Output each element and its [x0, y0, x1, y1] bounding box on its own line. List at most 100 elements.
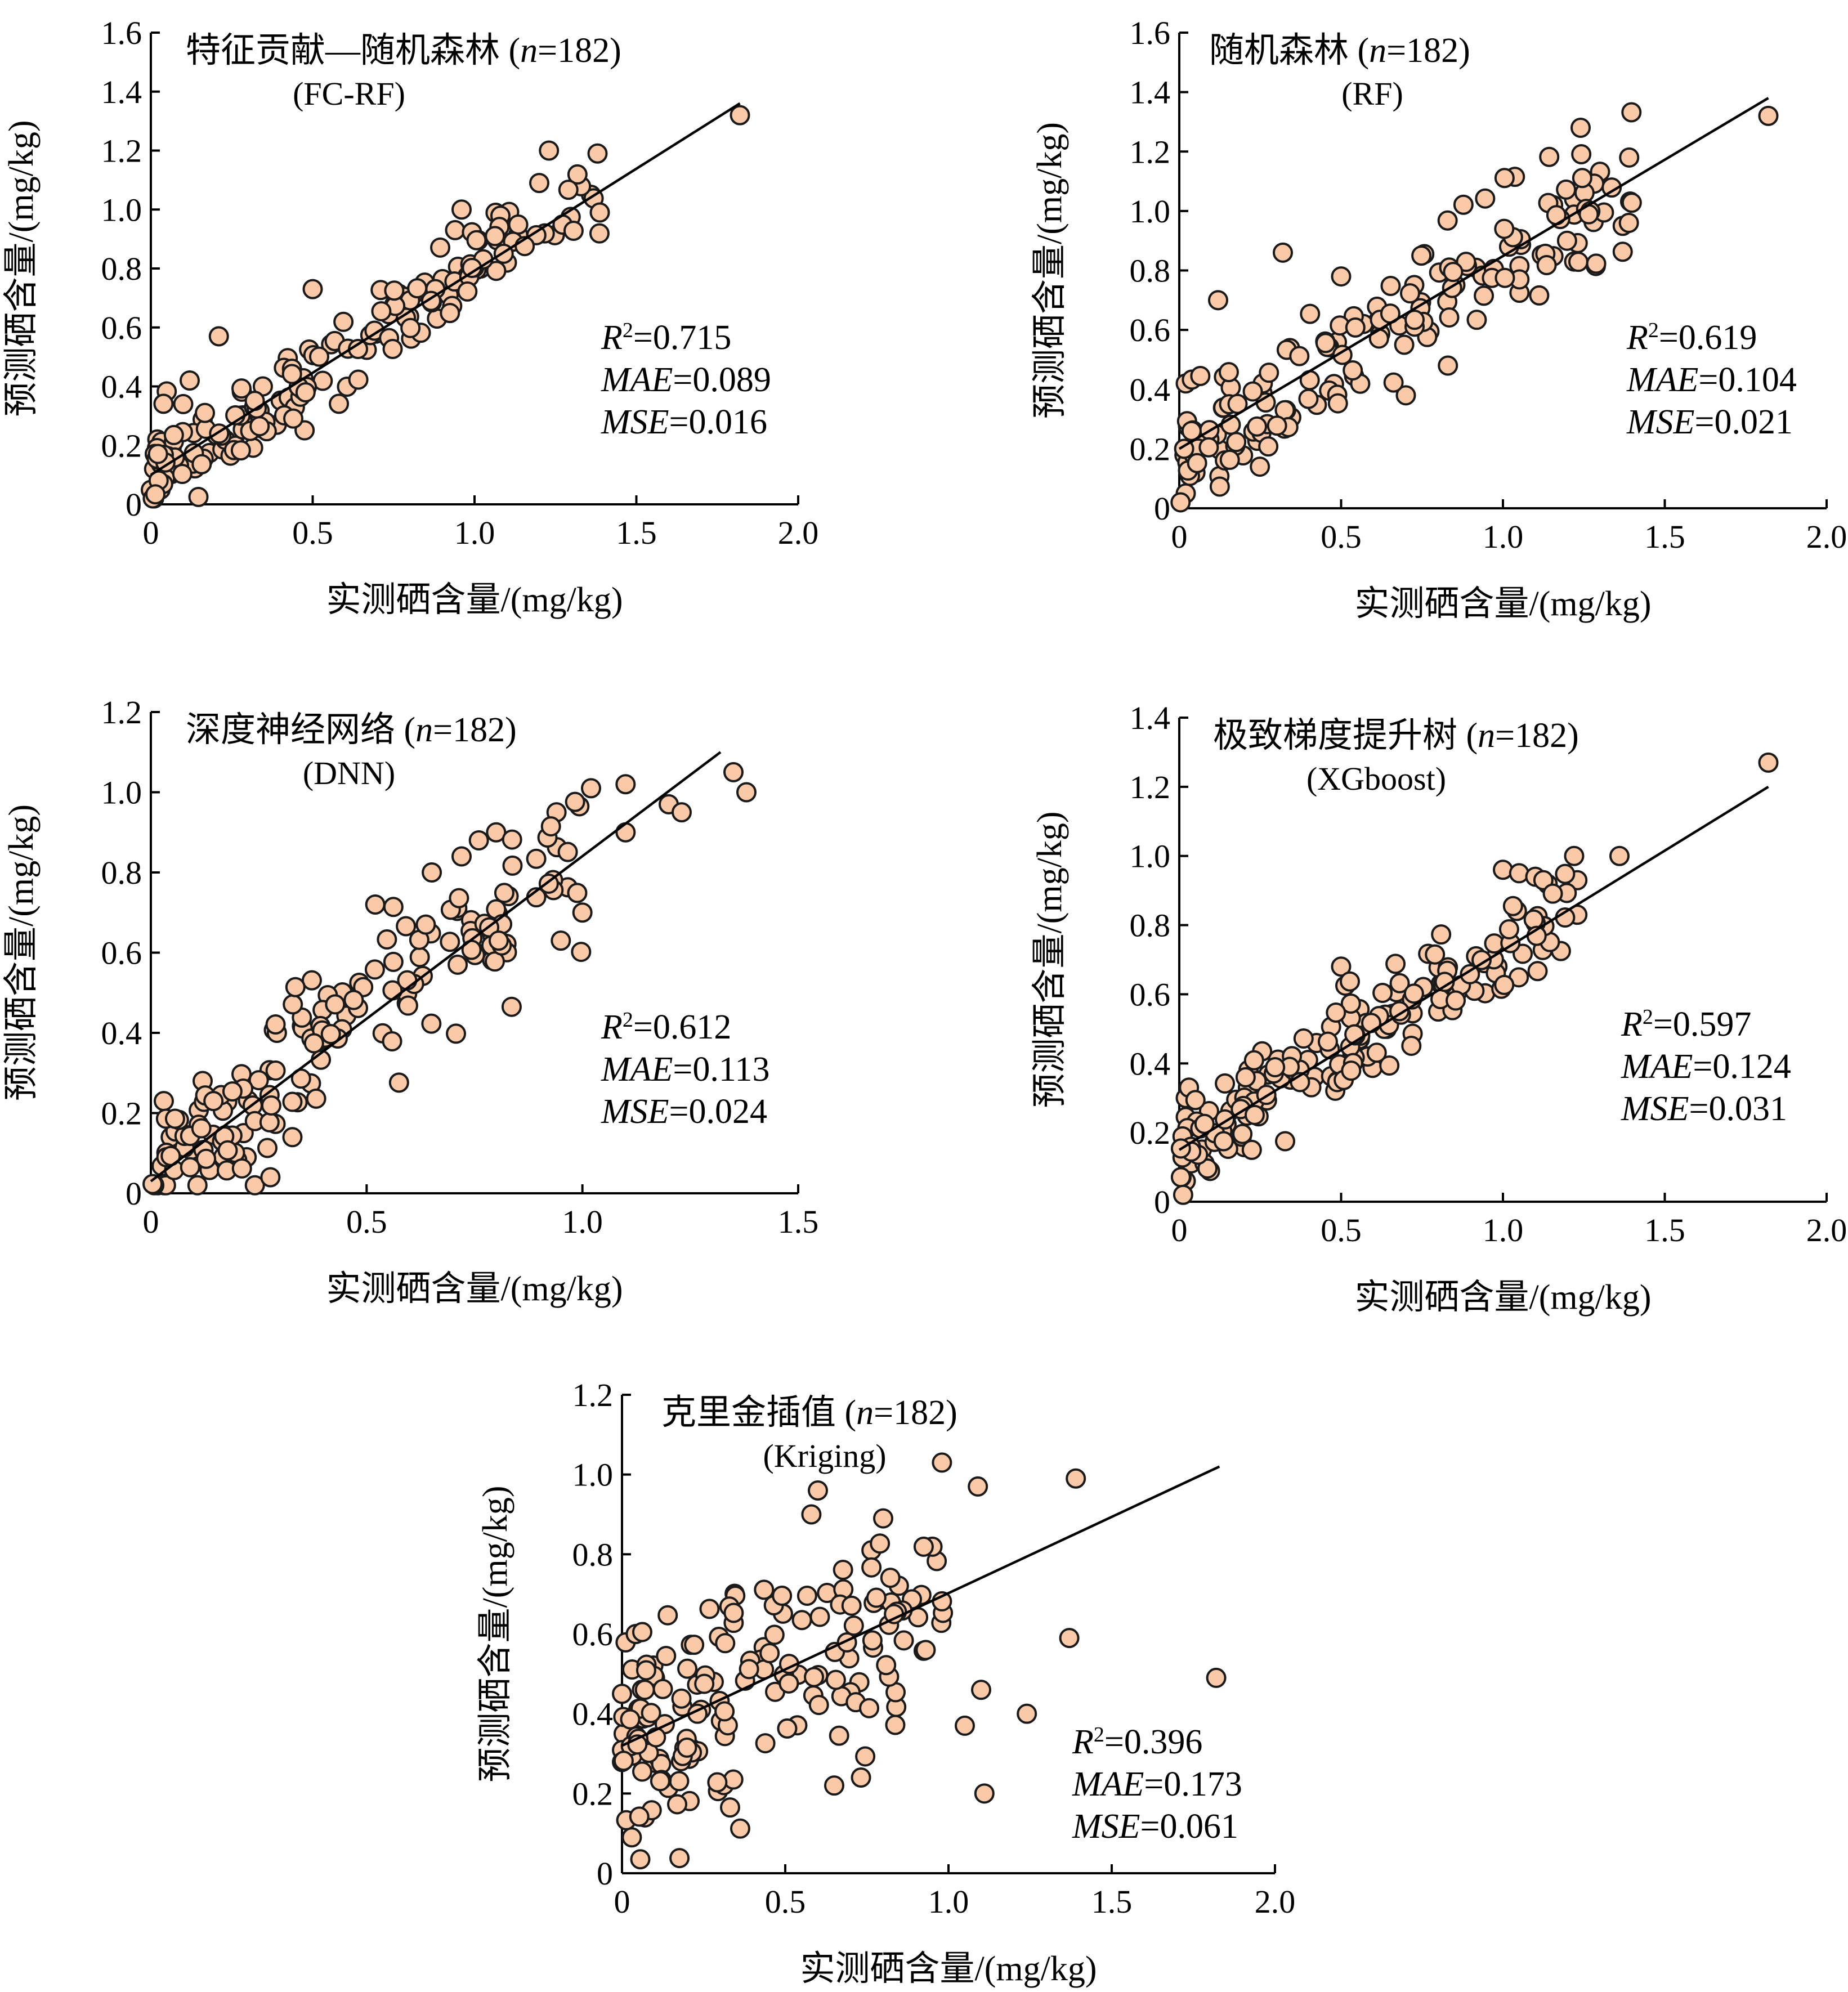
data-point [915, 1640, 936, 1660]
mae-stat: MAE=0.173 [1072, 1765, 1242, 1803]
y-tick-label: 0.2 [101, 1095, 142, 1132]
data-point [971, 1680, 991, 1700]
data-point [382, 1031, 402, 1051]
data-point [1017, 1703, 1037, 1724]
y-tick-label: 0 [597, 1855, 613, 1892]
data-point [164, 1108, 185, 1129]
y-tick-label: 0.4 [572, 1696, 614, 1733]
data-point [557, 841, 578, 862]
data-point [1300, 303, 1321, 324]
data-point [320, 1024, 341, 1045]
chart-panel-1: 0 0.2 0.4 0.6 0.8 1.0 1.2 1.4 1.6 0 0.5 1.0 1.5 2.0 实测… [2, 15, 818, 619]
data-point [371, 301, 392, 321]
data-point [621, 1827, 642, 1848]
y-tick-label: 1.2 [101, 133, 142, 169]
data-point [1361, 1013, 1381, 1033]
data-point [494, 883, 514, 903]
data-point [466, 230, 487, 250]
data-point [755, 1733, 776, 1754]
data-point [1437, 210, 1458, 231]
r2-stat: R2=0.612 [601, 1008, 731, 1046]
data-point [1259, 362, 1279, 383]
data-point [1208, 290, 1228, 311]
y-tick-label: 0.8 [572, 1536, 614, 1573]
data-point [1185, 1090, 1206, 1111]
data-point [1244, 1104, 1265, 1125]
data-point [396, 916, 417, 937]
data-point [526, 848, 547, 869]
x-tick-label: 0 [143, 1203, 159, 1240]
data-point [1250, 456, 1270, 477]
x-axis-title: 实测硒含量/(mg/kg) [1355, 1278, 1652, 1317]
data-point [855, 1746, 876, 1767]
data-point [1758, 752, 1779, 773]
fit-line [150, 102, 741, 476]
data-point [440, 303, 460, 324]
x-tick-label: 1.0 [928, 1883, 969, 1920]
data-point [502, 855, 523, 876]
data-point [589, 223, 610, 244]
data-point [736, 782, 757, 803]
data-point [145, 484, 166, 505]
y-tick-label: 0.8 [101, 250, 142, 287]
data-point [833, 1559, 853, 1580]
data-point [629, 1806, 650, 1827]
data-point [285, 977, 306, 997]
data-point [1453, 194, 1474, 215]
data-point [677, 1658, 697, 1679]
data-point [1395, 385, 1416, 406]
data-point [581, 778, 601, 799]
r2-stat: R2=0.597 [1621, 1005, 1751, 1044]
data-point [173, 393, 194, 414]
y-tick-label: 1.6 [1130, 15, 1171, 51]
data-point [612, 1684, 632, 1704]
data-point [870, 1533, 891, 1554]
x-tick-label: 2.0 [1806, 1212, 1847, 1248]
x-tick-label: 1.5 [1091, 1883, 1133, 1920]
y-tick-label: 1.0 [1130, 838, 1171, 875]
data-point [1345, 317, 1366, 338]
data-point [885, 1715, 906, 1735]
data-point [407, 278, 428, 299]
data-point [1621, 193, 1642, 213]
y-tick-label: 1.2 [572, 1377, 614, 1413]
data-point [764, 1624, 785, 1645]
data-point [1612, 241, 1633, 262]
data-point [400, 317, 421, 338]
data-point [508, 214, 529, 235]
data-point [791, 1610, 812, 1631]
data-point [325, 994, 346, 1015]
data-point [421, 1013, 442, 1034]
x-tick-label: 0.5 [346, 1203, 387, 1240]
data-point [1394, 334, 1415, 355]
data-point [615, 822, 636, 843]
y-tick-label: 0.6 [1130, 976, 1171, 1013]
data-point [1232, 1123, 1253, 1144]
y-tick-label: 0.8 [1130, 907, 1171, 944]
data-point [1502, 896, 1523, 916]
data-point [1379, 1055, 1400, 1076]
mse-stat: MSE=0.061 [1072, 1807, 1238, 1846]
data-point [632, 1622, 652, 1642]
fit-line [1178, 97, 1769, 450]
data-point [329, 393, 350, 414]
data-point [1173, 1184, 1193, 1205]
data-point [1619, 147, 1640, 168]
data-point [1273, 242, 1293, 263]
y-tick-label: 0.8 [1130, 253, 1171, 289]
data-point [281, 364, 302, 384]
data-point [191, 1118, 212, 1139]
data-point [195, 402, 216, 423]
data-point [1380, 275, 1401, 296]
chart-panel-2: 0 0.2 0.4 0.6 0.8 1.0 1.2 1.4 1.6 0 0.5 1.0 1.5 2.0 实测… [1031, 15, 1847, 623]
data-point [1317, 1031, 1338, 1052]
data-point [1758, 105, 1779, 126]
x-tick-label: 1.5 [778, 1203, 819, 1240]
x-tick-label: 0.5 [1321, 1212, 1362, 1248]
x-tick-label: 1.0 [1483, 518, 1524, 555]
y-axis-title: 预测硒含量/(mg/kg) [1031, 812, 1069, 1108]
data-point [302, 279, 323, 299]
data-point [1226, 432, 1247, 453]
data-point [180, 370, 200, 391]
data-point [303, 1033, 324, 1054]
